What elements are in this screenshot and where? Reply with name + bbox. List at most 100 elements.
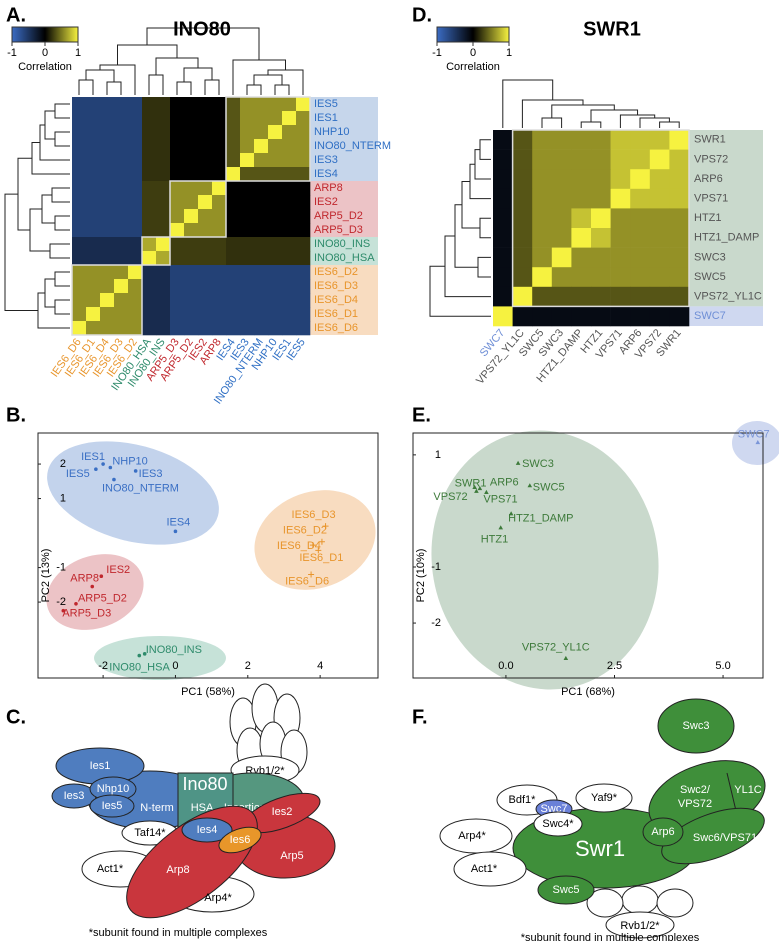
heatmap-cell	[610, 306, 631, 327]
heatmap-cell	[184, 251, 199, 266]
y-tick-label: 1	[60, 492, 66, 504]
heatmap-cell	[493, 188, 513, 209]
heatmap-cell	[649, 286, 670, 307]
point	[90, 584, 95, 589]
heatmap-cell	[240, 139, 255, 154]
subunit-label: Arp4*	[204, 892, 232, 904]
heatmap-cell	[254, 237, 269, 252]
point	[94, 467, 98, 472]
row-label: IES6_D1	[314, 308, 358, 320]
heatmap-cell	[100, 125, 115, 140]
heatmap-cell	[512, 149, 533, 170]
point	[108, 465, 113, 470]
heatmap-cell	[669, 208, 690, 229]
heatmap-cell	[184, 307, 199, 322]
heatmap-cell	[170, 125, 185, 140]
heatmap-cell	[156, 251, 171, 266]
heatmap-cell	[493, 286, 513, 307]
point	[755, 440, 761, 445]
heatmap-cell	[100, 153, 115, 168]
row-label: INO80_NTERM	[314, 140, 391, 152]
heatmap-cell	[142, 195, 157, 210]
heatmap-cell	[72, 307, 87, 322]
heatmap-cell	[212, 237, 227, 252]
label-band	[310, 181, 378, 237]
subunit	[575, 783, 633, 813]
heatmap-cell	[240, 111, 255, 126]
heatmap-cell	[128, 97, 143, 112]
heatmap-cell	[170, 279, 185, 294]
panel-label: C.	[6, 706, 26, 728]
heatmap-cell	[493, 169, 513, 190]
y-tick-label: -2	[56, 596, 66, 608]
heatmap-cell	[630, 306, 651, 327]
cluster-box	[225, 96, 311, 182]
heatmap-cell	[268, 237, 283, 252]
heatmap-cell	[226, 321, 241, 336]
heatmap-cell	[114, 223, 129, 238]
heatmap-cell	[532, 306, 553, 327]
x-tick-label: 0.0	[498, 660, 513, 672]
point	[508, 511, 514, 516]
subunit-label: VPS72	[678, 798, 712, 810]
heatmap-cell	[226, 209, 241, 224]
subunit	[656, 888, 694, 918]
heatmap-cell	[669, 267, 690, 288]
subunit	[657, 698, 735, 754]
heatmap-cell	[114, 251, 129, 266]
y-tick-label: -1	[431, 561, 441, 573]
heatmap-cell	[114, 237, 129, 252]
heatmap-cell	[240, 181, 255, 196]
heatmap-cell	[128, 265, 143, 280]
point-label: INO80_HSA	[109, 661, 170, 673]
heatmap-cell	[72, 181, 87, 196]
heatmap-cell	[630, 169, 651, 190]
heatmap-cell	[198, 223, 213, 238]
heatmap-cell	[282, 293, 297, 308]
heatmap-cell	[114, 97, 129, 112]
subunit-label: Ies5	[102, 800, 123, 812]
heatmap-cell	[184, 153, 199, 168]
heatmap-cell	[268, 307, 283, 322]
heatmap-cell	[669, 247, 690, 268]
heatmap-cell	[170, 111, 185, 126]
heatmap-cell	[156, 209, 171, 224]
heatmap-cell	[571, 267, 592, 288]
heatmap-cell	[128, 293, 143, 308]
point-label: VPS71	[483, 493, 517, 505]
point	[133, 469, 138, 473]
heatmap-cell	[170, 195, 185, 210]
heatmap-cell	[142, 209, 157, 224]
heatmap-cell	[296, 181, 311, 196]
heatmap-cell	[571, 130, 592, 150]
heatmap-cell	[198, 307, 213, 322]
heatmap-cell	[254, 265, 269, 280]
subunit-label: Swc4*	[542, 818, 574, 830]
heatmap-cell	[170, 167, 185, 182]
heatmap-cell	[142, 321, 157, 336]
heatmap-cell	[240, 265, 255, 280]
point-label: ARP5_D3	[62, 608, 111, 620]
heatmap-cell	[254, 223, 269, 238]
heatmap-cell	[198, 195, 213, 210]
point	[173, 529, 178, 534]
chart-title: INO80	[173, 18, 231, 40]
heatmap-cell	[669, 169, 690, 190]
colorbar-label: Correlation	[446, 61, 500, 73]
row-label: IES6_D3	[314, 280, 358, 292]
heatmap-cell	[72, 293, 87, 308]
heatmap-cell	[254, 307, 269, 322]
heatmap-cell	[212, 209, 227, 224]
subunit-label: Arp4*	[458, 830, 486, 842]
heatmap-cell	[268, 293, 283, 308]
row-label: ARP5_D2	[314, 210, 363, 222]
heatmap-cell	[296, 139, 311, 154]
point	[315, 547, 322, 554]
heatmap-cell	[571, 169, 592, 190]
heatmap-cell	[114, 125, 129, 140]
heatmap-cell	[282, 321, 297, 336]
panel-label: A.	[6, 4, 26, 26]
heatmap-cell	[86, 125, 101, 140]
heatmap-cell	[72, 209, 87, 224]
heatmap-cell	[142, 97, 157, 112]
